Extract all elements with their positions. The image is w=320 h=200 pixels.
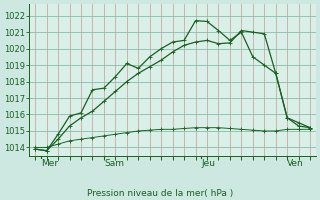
Text: Jeu: Jeu bbox=[201, 159, 215, 168]
Text: Pression niveau de la mer( hPa ): Pression niveau de la mer( hPa ) bbox=[87, 189, 233, 198]
Text: Ven: Ven bbox=[287, 159, 304, 168]
Text: Mer: Mer bbox=[41, 159, 58, 168]
Text: Sam: Sam bbox=[104, 159, 124, 168]
